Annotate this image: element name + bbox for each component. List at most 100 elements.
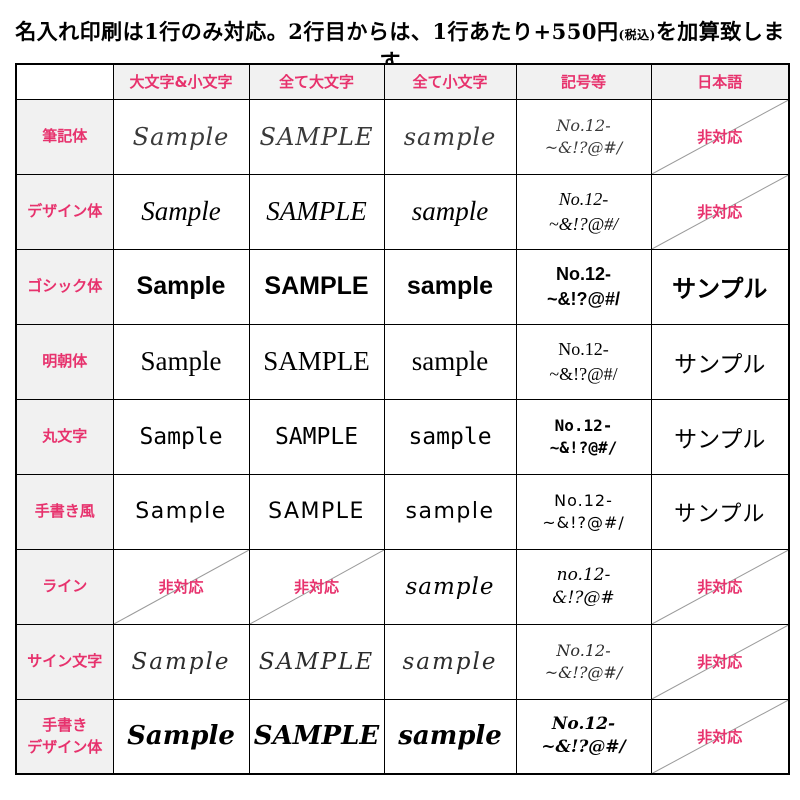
header-corner-cell [15,63,114,100]
sample-cell-upper: SAMPLE [248,323,385,400]
japanese-sample-text: サンプル [674,501,766,527]
sample-text: Sample [136,272,226,300]
sample-cell-symbols: No.12- ~&!?@#/ [515,398,652,475]
symbols-line2: ~&!?@#/ [549,437,618,457]
sample-cell-upper_lower: Sample [112,98,250,175]
not-supported-cell: 非対応 [112,548,250,625]
sample-cell-upper: SAMPLE [248,698,385,775]
symbols-text: No.12- ~&!?@#/ [517,415,650,458]
font-row-tegaki: 手書き風 Sample SAMPLE sample No.12- ~&!?@#/ サンプル [15,473,790,550]
sample-text: Sample [131,648,231,675]
sample-text: SAMPLE [253,721,380,752]
font-row-script: 筆記体 Sample SAMPLE sample No.12- ~&!?@#/ 非対応 [15,98,790,175]
not-supported-cell: 非対応 [650,173,790,250]
sample-text: sample [411,196,489,226]
symbols-text: No.12- ~&!?@#/ [517,640,650,683]
table-header: 大文字&小文字 全て大文字 全て小文字 記号等 日本語 [15,63,790,100]
sample-cell-symbols: No.12- ~&!?@#/ [515,173,652,250]
symbols-text: No.12- ~&!?@#/ [517,337,650,386]
sample-cell-symbols: No.12- ~&!?@#/ [515,98,652,175]
column-header: 全て小文字 [383,63,517,100]
sample-cell-lower: sample [383,548,517,625]
diagonal-slash [652,175,789,249]
column-header: 大文字&小文字 [112,63,250,100]
row-label: ゴシック体 [15,248,114,325]
font-row-mincho: 明朝体 Sample SAMPLE sample No.12- ~&!?@#/ サンプル [15,323,790,400]
sample-text: SAMPLE [259,122,374,151]
sample-text: sample [405,499,495,524]
sample-cell-upper_lower: Sample [112,398,250,475]
not-supported-label: 非対応 [697,578,743,596]
japanese-sample-text: サンプル [672,276,768,303]
symbols-text: No.12- ~&!?@#/ [517,262,650,311]
diagonal-slash [652,550,789,624]
row-label: 明朝体 [15,323,114,400]
japanese-sample-text: サンプル [674,426,766,453]
sample-cell-japanese: サンプル [650,323,790,400]
sample-cell-symbols: No.12- ~&!?@#/ [515,323,652,400]
symbols-line1: No.12- [558,339,609,360]
sample-cell-upper: SAMPLE [248,98,385,175]
font-row-gothic: ゴシック体 Sample SAMPLE sample No.12- ~&!?@#/ サンプル [15,248,790,325]
sample-text: sample [406,272,494,300]
sample-cell-lower: sample [383,98,517,175]
column-header: 日本語 [650,63,790,100]
sample-text: sample [398,721,502,752]
not-supported-label: 非対応 [158,578,204,596]
row-label: ライン [15,548,114,625]
symbols-text: no.12- &!?@# [517,564,650,610]
font-row-sign: サイン文字 Sample SAMPLE sample No.12- ~&!?@#/ 非対応 [15,623,790,700]
symbols-line1: No.12- [556,115,611,135]
sample-text: SAMPLE [268,499,365,524]
symbols-line2: ~&!?@#/ [541,737,626,758]
page-title-main: 名入れ印刷は1行のみ対応。2行目からは、1行あたり+550円 [15,19,619,44]
sample-cell-lower: sample [383,473,517,550]
diagonal-slash [114,550,249,624]
row-label: 筆記体 [15,98,114,175]
sample-cell-lower: sample [383,623,517,700]
column-header: 全て大文字 [248,63,385,100]
diagonal-slash [652,700,789,774]
symbols-line1: No.12- [551,714,616,735]
sample-cell-lower: sample [383,398,517,475]
symbols-line2: ~&!?@#/ [549,363,618,384]
sample-cell-upper_lower: Sample [112,248,250,325]
row-label: デザイン体 [15,173,114,250]
symbols-line2: ~&!?@#/ [546,288,621,309]
diagonal-slash [652,625,789,699]
symbols-line1: No.12- [555,264,611,285]
japanese-sample-text: サンプル [674,351,766,378]
sample-text: Sample [135,499,227,524]
not-supported-cell: 非対応 [650,98,790,175]
symbols-line2: ~&!?@#/ [544,662,623,682]
sample-text: Sample [127,721,235,752]
row-label: 丸文字 [15,398,114,475]
diagonal-slash [250,550,384,624]
sample-text: SAMPLE [266,196,367,226]
sample-text: SAMPLE [258,648,375,675]
sample-text: sample [408,423,492,450]
sample-text: SAMPLE [263,346,370,376]
font-row-design: デザイン体 Sample SAMPLE sample No.12- ~&!?@#/ 非対応 [15,173,790,250]
sample-text: Sample [132,122,230,151]
not-supported-cell: 非対応 [650,698,790,775]
symbols-line1: No.12- [554,415,613,435]
font-row-maru: 丸文字 Sample SAMPLE sample No.12- ~&!?@#/ サンプル [15,398,790,475]
sample-cell-japanese: サンプル [650,248,790,325]
sample-text: sample [411,346,489,376]
sample-text: sample [402,648,498,675]
sample-text: sample [405,573,495,600]
sample-cell-japanese: サンプル [650,473,790,550]
not-supported-label: 非対応 [697,727,743,746]
font-row-line: ライン 非対応 非対応 sample no.12- &!?@# 非対応 [15,548,790,625]
sample-cell-upper: SAMPLE [248,473,385,550]
sample-cell-symbols: No.12- ~&!?@#/ [515,698,652,775]
not-supported-label: 非対応 [293,578,339,596]
sample-text: Sample [140,346,222,376]
sample-cell-upper_lower: Sample [112,698,250,775]
sample-cell-japanese: サンプル [650,398,790,475]
not-supported-cell: 非対応 [650,623,790,700]
sample-cell-lower: sample [383,323,517,400]
sample-cell-symbols: No.12- ~&!?@#/ [515,248,652,325]
row-label: 手書き風 [15,473,114,550]
